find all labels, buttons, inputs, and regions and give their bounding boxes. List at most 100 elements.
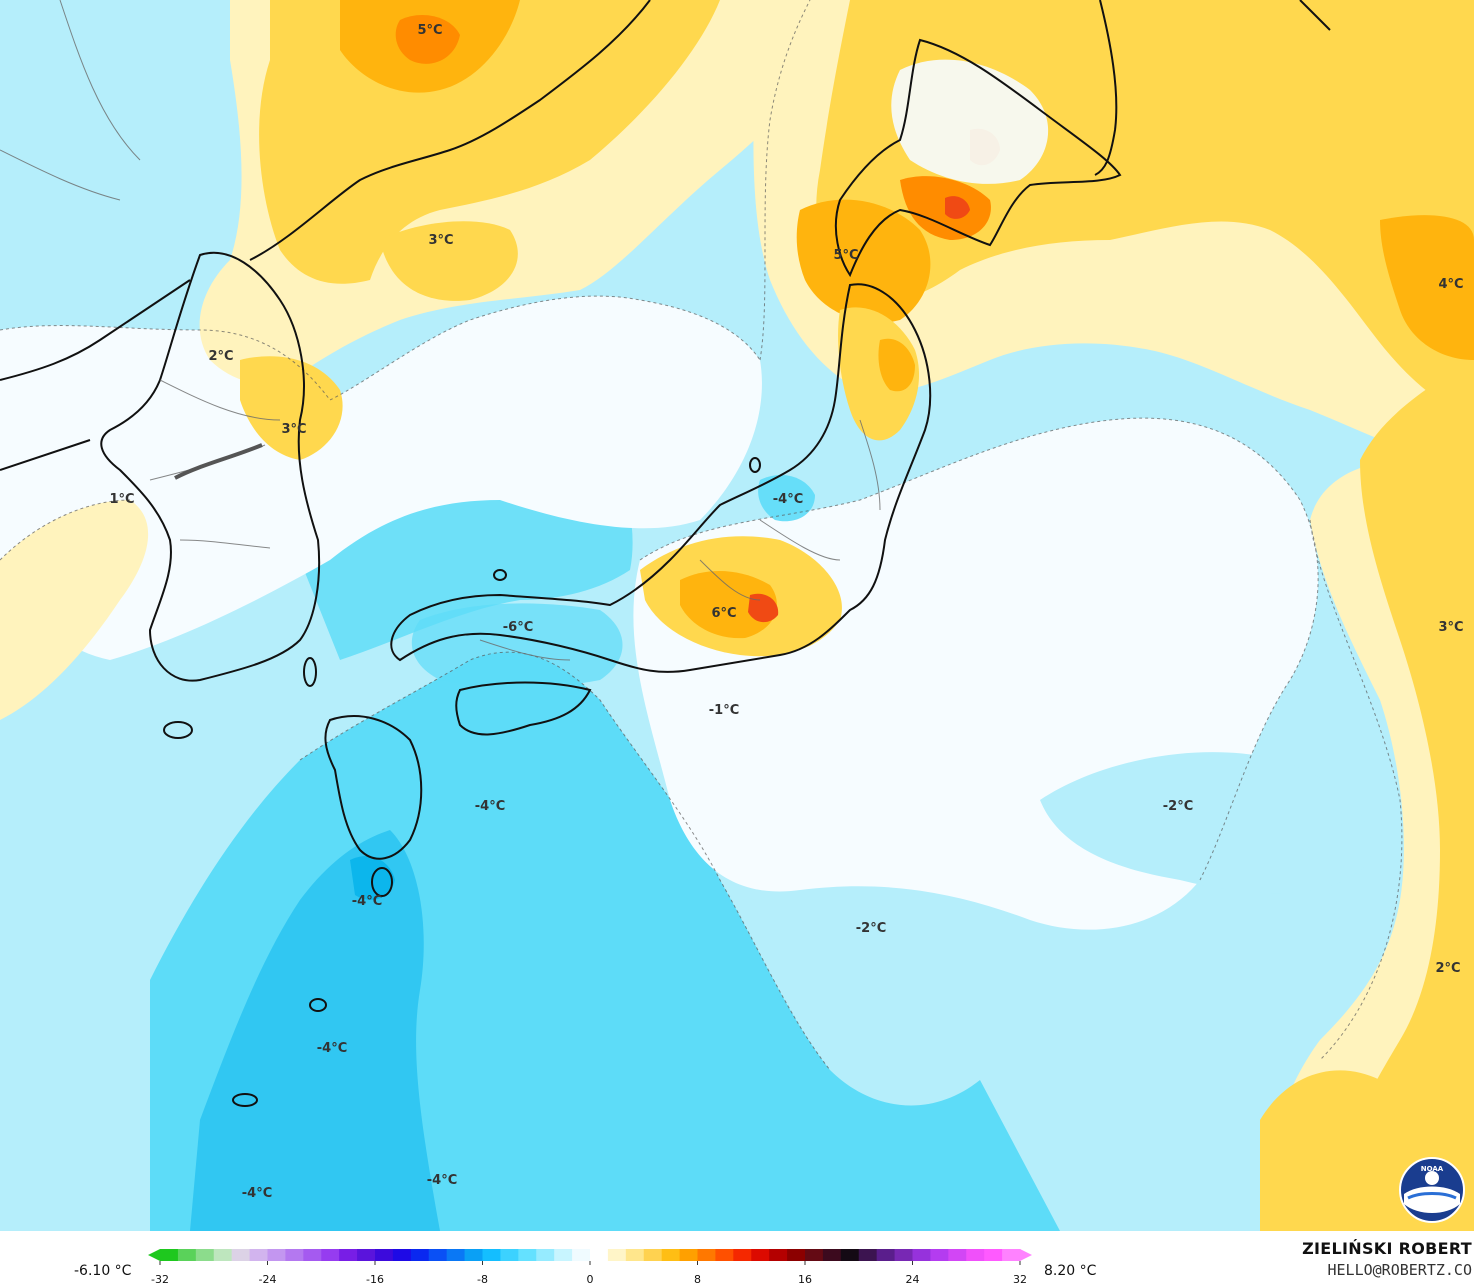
- colorbar-swatch: [840, 1249, 860, 1261]
- colorbar-swatch: [661, 1249, 681, 1261]
- colorbar-min-label: -6.10 °C: [74, 1263, 132, 1279]
- colorbar-swatch: [643, 1249, 663, 1261]
- colorbar-swatch: [410, 1249, 430, 1261]
- colorbar-tick-label: -16: [366, 1273, 384, 1286]
- colder-core-south: [190, 830, 440, 1231]
- colorbar-swatch: [948, 1249, 967, 1261]
- temperature-label: -2°C: [856, 921, 886, 936]
- temperature-label: 5°C: [833, 248, 858, 263]
- colorbar-swatch: [428, 1249, 448, 1261]
- colorbar-swatch: [715, 1249, 734, 1261]
- colorbar-swatch: [966, 1249, 985, 1261]
- colorbar-swatch: [195, 1249, 215, 1261]
- warm-core-honshu: [680, 570, 777, 639]
- colorbar-swatch: [1002, 1249, 1021, 1261]
- colorbar-swatch: [554, 1249, 573, 1261]
- temperature-label: -4°C: [475, 799, 505, 814]
- warm-core-north-orange: [395, 15, 460, 64]
- temperature-labels: 5°C 3°C 5°C 4°C 2°C 3°C 1°C -4°C 6°C -6°C 3°C -1°C -…: [109, 23, 1463, 1201]
- warm-core-hokkaido-south: [796, 199, 931, 323]
- colorbar-tick-label: 16: [798, 1273, 812, 1286]
- colorbar-tick-label: 32: [1013, 1273, 1027, 1286]
- temperature-label: -4°C: [352, 894, 382, 909]
- temperature-label: 2°C: [208, 349, 233, 364]
- temperature-label: 3°C: [281, 422, 306, 437]
- colorbar-swatch: [536, 1249, 555, 1261]
- colorbar-swatch: [213, 1249, 233, 1261]
- colorbar: -32 -24 -16 -8 0 8 16 24 32: [148, 1249, 1032, 1286]
- colorbar-swatch: [984, 1249, 1003, 1261]
- temperature-label: 5°C: [417, 23, 442, 38]
- colorbar-swatch: [858, 1249, 878, 1261]
- colorbar-swatch: [464, 1249, 484, 1261]
- colorbar-swatch: [482, 1249, 502, 1261]
- colorbar-swatch: [625, 1249, 645, 1261]
- colorbar-swatch: [822, 1249, 842, 1261]
- colorbar-swatch: [160, 1249, 179, 1261]
- colorbar-swatch: [751, 1249, 770, 1261]
- warm-region-west: [0, 500, 149, 720]
- temperature-label: -1°C: [709, 703, 739, 718]
- korea-border: [174, 443, 263, 480]
- colorbar-swatch: [339, 1249, 358, 1261]
- legend-footer: -6.10 °C -32 -24 -16 -8 0 8 16 24 32 8.20 °C ZIE…: [0, 1231, 1474, 1287]
- noaa-logo: NOAA: [1399, 1157, 1465, 1223]
- near-zero-north-band: [0, 296, 762, 660]
- dashed-contours: [0, 0, 1403, 1071]
- colorbar-tick-label: -32: [151, 1273, 169, 1286]
- colorbar-swatch: [805, 1249, 824, 1261]
- colorbar-swatch: [518, 1249, 537, 1261]
- colorbar-swatch: [930, 1249, 949, 1261]
- colorbar-swatch: [572, 1249, 591, 1261]
- colorbar-swatch: [357, 1249, 376, 1261]
- colorbar-swatch: [285, 1249, 304, 1261]
- temperature-label: -2°C: [1163, 799, 1193, 814]
- cold-patch-honshu-north: [758, 475, 815, 522]
- colorbar-swatch: [303, 1249, 322, 1261]
- temperature-label: -6°C: [503, 620, 533, 635]
- colorbar-tick-label: 8: [694, 1273, 701, 1286]
- colorbar-tick-label: -24: [259, 1273, 277, 1286]
- temperature-label: 6°C: [711, 606, 736, 621]
- colorbar-swatch: [733, 1249, 752, 1261]
- near-zero-hokkaido: [891, 59, 1049, 184]
- warm-region-east-mid: [1320, 360, 1474, 1231]
- colorbar-swatch: [321, 1249, 340, 1261]
- svg-text:NOAA: NOAA: [1421, 1165, 1444, 1173]
- temperature-label: 2°C: [1435, 961, 1460, 976]
- warm-core-honshu-red: [748, 593, 779, 623]
- warm-core-east-4c: [1380, 215, 1474, 360]
- colorbar-swatch: [912, 1249, 932, 1261]
- temperature-label: 3°C: [428, 233, 453, 248]
- temperature-label: -4°C: [773, 492, 803, 507]
- colorbar-swatch: [787, 1249, 806, 1261]
- colorbar-swatch: [446, 1249, 466, 1261]
- temperature-label: -4°C: [317, 1041, 347, 1056]
- colorbar-swatch: [697, 1249, 717, 1261]
- warm-core-tohoku: [878, 338, 915, 392]
- colorbar-min-arrow: [148, 1249, 160, 1261]
- colorbar-swatch: [267, 1249, 287, 1261]
- warm-region-southeast: [1260, 1070, 1420, 1231]
- coastlines: [0, 0, 1331, 860]
- temperature-label: -4°C: [427, 1173, 457, 1188]
- warm-patch-korea-east: [240, 356, 343, 460]
- colorbar-swatch: [177, 1249, 197, 1261]
- temperature-anomaly-map: 5°C 3°C 5°C 4°C 2°C 3°C 1°C -4°C 6°C -6°C 3°C -1°C -…: [0, 0, 1474, 1231]
- warm-region-tohoku: [838, 307, 920, 441]
- colorbar-swatch: [249, 1249, 269, 1261]
- temperature-label: 4°C: [1438, 277, 1463, 292]
- warm-core-hokkaido-red: [945, 196, 970, 219]
- colorbar-swatch: [769, 1249, 788, 1261]
- colorbar-swatch: [894, 1249, 914, 1261]
- colorbar-tick-label: 24: [906, 1273, 920, 1286]
- colorbar-swatch: [231, 1249, 251, 1261]
- author-name: ZIELIŃSKI ROBERT: [1302, 1239, 1472, 1258]
- colorbar-max-label: 8.20 °C: [1044, 1263, 1097, 1279]
- temperature-label: 3°C: [1438, 620, 1463, 635]
- colorbar-swatch: [392, 1249, 412, 1261]
- temperature-label: 1°C: [109, 492, 134, 507]
- temperature-label: -4°C: [242, 1186, 272, 1201]
- colorbar-swatch: [500, 1249, 519, 1261]
- colorbar-max-arrow: [1020, 1249, 1032, 1261]
